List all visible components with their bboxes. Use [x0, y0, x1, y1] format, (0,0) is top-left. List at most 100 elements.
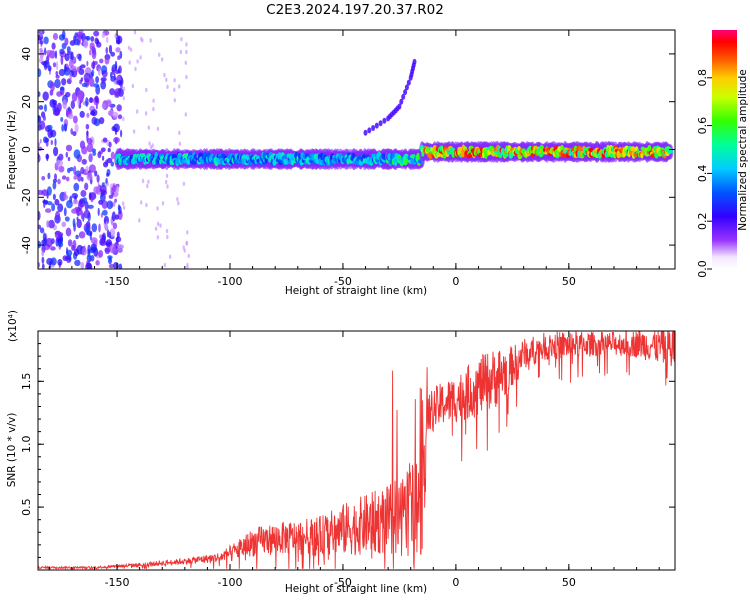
spectrogram-noise-cell [80, 261, 85, 269]
spectrogram-noise-cell [109, 243, 117, 254]
spectrogram-noise-cell [107, 147, 111, 153]
spectrogram-noise-cell [54, 78, 61, 89]
colorbar-tick-label: 0.6 [696, 117, 709, 135]
spectrogram-noise-cell [118, 263, 123, 269]
spectrogram-noise-cell [52, 109, 60, 116]
spectrogram-noise-cell [99, 184, 107, 194]
spectrogram-noise-cell [38, 146, 43, 151]
spectrogram-noise-cell [120, 84, 123, 89]
spectrogram-noise-cell [128, 60, 131, 65]
spectrogram-noise-cell [74, 123, 79, 133]
spectrogram-noise-cell [58, 153, 64, 161]
spectrogram-noise-cell [64, 37, 69, 46]
spectrogram-noise-cell [54, 50, 58, 60]
spectrogram-noise-cell [120, 129, 123, 138]
spectrogram-noise-cell [116, 80, 123, 86]
spectrogram-noise-cell [113, 201, 116, 207]
spectrogram-noise-cell [163, 72, 166, 78]
spectrogram-noise-cell [149, 38, 152, 43]
spectrogram-noise-cell [72, 218, 76, 228]
spectrogram-noise-cell [165, 228, 169, 234]
spectrogram-noise-cell [76, 216, 79, 221]
spectrogram-noise-cell [114, 214, 120, 220]
spectrogram-y-tick-label: 20 [20, 95, 33, 109]
spectrogram-noise-cell [141, 178, 145, 184]
spectrogram-noise-cell [168, 254, 172, 259]
figure-title: C2E3.2024.197.20.37.R02 [266, 2, 444, 18]
spectrogram-noise-cell [112, 111, 119, 119]
spectrogram-noise-cell [87, 204, 94, 209]
spectrogram-noise-cell [173, 87, 176, 93]
spectrogram-noise-cell [136, 109, 139, 114]
spectrogram-noise-cell [179, 49, 183, 55]
spectrogram-noise-cell [66, 200, 73, 209]
spectrogram-noise-cell [105, 47, 109, 55]
spectrogram-trace-cell [363, 129, 368, 136]
spectrogram-noise-cell [54, 230, 62, 239]
spectrogram-noise-cell [68, 254, 72, 262]
spectrogram-noise-cell [98, 223, 101, 233]
spectrogram-noise-cell [51, 203, 56, 212]
spectrogram-noise-cell [115, 69, 120, 75]
spectrogram-noise-cell [180, 37, 183, 42]
spectrogram-noise-cell [77, 173, 82, 182]
spectrogram-noise-cell [84, 182, 89, 191]
spectrogram-noise-cell [102, 209, 108, 216]
spectrogram-noise-cell [186, 262, 189, 268]
spectrogram-noise-cell [44, 104, 47, 112]
spectrogram-noise-cell [64, 91, 71, 98]
spectrogram-noise-cell [136, 59, 139, 64]
spectrogram-noise-cell [64, 53, 70, 62]
spectrogram-noise-cell [42, 91, 49, 101]
spectrogram-noise-cell [63, 123, 68, 132]
spectrogram-noise-cell [108, 263, 115, 269]
spectrogram-noise-cell [38, 210, 41, 221]
spectrogram-noise-cell [38, 224, 42, 230]
spectrogram-noise-cell [104, 57, 110, 65]
spectrogram-noise-cell [43, 36, 49, 45]
colorbar-tick-label: 0.8 [696, 69, 709, 87]
spectrogram-noise-cell [47, 201, 53, 206]
spectrogram-noise-cell [73, 115, 78, 124]
spectrogram-noise-cell [81, 158, 88, 165]
spectrogram-noise-cell [38, 68, 42, 77]
spectrogram-noise-cell [64, 63, 67, 72]
spectrogram-noise-cell [139, 55, 142, 60]
spectrogram-noise-cell [82, 197, 88, 204]
spectrogram-noise-cell [42, 199, 49, 204]
spectrogram-noise-cell [117, 114, 123, 120]
spectrogram-noise-cell [163, 262, 167, 268]
spectrogram-noise-cell [166, 234, 169, 240]
spectrogram-noise-cell [114, 198, 117, 203]
spectrogram-noise-cell [72, 239, 77, 250]
spectrogram-noise-cell [49, 99, 56, 108]
colorbar-label: Normalized spectral amplitude [737, 69, 749, 230]
spectrogram-x-tick-label: 50 [562, 275, 576, 288]
spectrogram-noise-cell [110, 51, 115, 57]
spectrogram-noise-cell [144, 111, 148, 116]
spectrogram-noise-cell [100, 80, 107, 90]
spectrogram-noise-cell [152, 106, 155, 112]
spectrogram-noise-cell [127, 45, 131, 51]
spectrogram-noise-cell [68, 113, 74, 120]
spectrogram-noise-cell [93, 30, 100, 37]
spectrogram-noise-cell [86, 112, 90, 118]
spectrogram-noise-cell [46, 220, 50, 228]
spectrogram-noise-cell [146, 183, 149, 189]
spectrogram-noise-cell [116, 185, 119, 193]
spectrogram-noise-cell [102, 155, 105, 161]
spectrogram-noise-cell [41, 256, 45, 264]
spectrogram-noise-cell [185, 42, 188, 47]
spectrogram-noise-cell [106, 200, 114, 210]
spectrogram-noise-cell [101, 65, 108, 74]
spectrogram-noise-cell [56, 60, 59, 71]
spectrogram-noise-cell [117, 204, 121, 211]
spectrogram-noise-cell [65, 176, 70, 182]
spectrogram-noise-cell [89, 77, 95, 87]
spectrogram-trace-cell [412, 58, 417, 65]
spectrogram-noise-cell [85, 165, 89, 173]
spectrogram-trace-cell [371, 125, 376, 131]
spectrogram-noise-cell [91, 49, 97, 60]
spectrogram-noise-cell [38, 142, 41, 147]
spectrogram-noise-cell [99, 58, 104, 64]
